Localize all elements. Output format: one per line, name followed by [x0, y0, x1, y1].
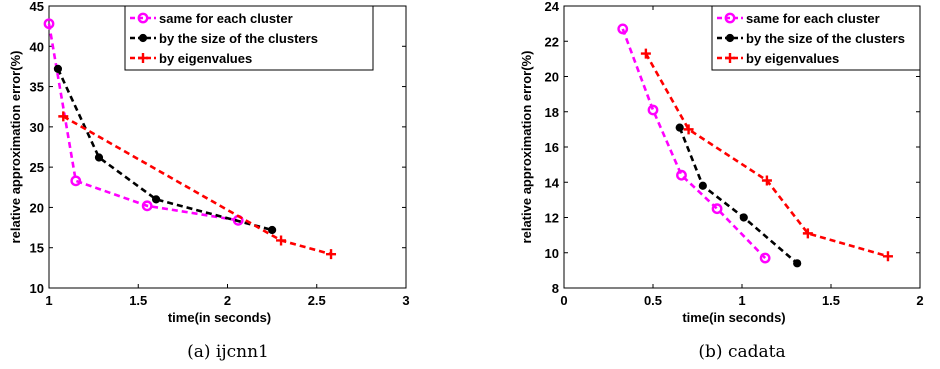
y-tick-label: 40: [30, 39, 44, 54]
series-0: [43, 18, 244, 226]
legend-item: by eigenvalues: [130, 51, 252, 66]
legend-box: [124, 5, 374, 71]
data-point: [761, 175, 772, 186]
y-tick-label: 10: [30, 281, 44, 296]
x-tick-label: 0.5: [644, 293, 662, 308]
y-tick-label: 20: [545, 70, 559, 85]
chart-panel-ijcnn1: 1 1.5 2 2.5 3 10 15 20 25 30 35 40 45 time(in seconds…: [8, 0, 410, 362]
y-tick-label: 20: [30, 200, 44, 215]
y-axis-label: relative approximation error(%): [8, 51, 23, 244]
series-1: [53, 64, 277, 235]
x-tick-label: 2: [916, 293, 923, 308]
data-point: [793, 259, 802, 268]
x-axis-label: time(in seconds): [682, 310, 785, 325]
data-point: [43, 18, 55, 30]
legend-label: by eigenvalues: [159, 51, 252, 66]
y-tick-label: 15: [30, 241, 44, 256]
y-tick-label: 30: [30, 120, 44, 135]
y-axis-label: relative approximation error(%): [519, 51, 534, 244]
series-line: [56, 68, 273, 232]
x-tick-label: 2.5: [308, 293, 326, 308]
legend-label: same for each cluster: [746, 11, 880, 26]
series-line: [47, 23, 239, 222]
legend-item: same for each cluster: [130, 11, 293, 26]
data-point: [675, 123, 684, 132]
data-point: [141, 200, 153, 212]
y-tick-label: 24: [545, 0, 560, 14]
data-point: [802, 228, 813, 239]
y-tick-label: 22: [545, 34, 559, 49]
data-point: [739, 213, 748, 222]
series-2: [58, 111, 337, 260]
x-tick-label: 1.5: [822, 293, 840, 308]
data-point: [698, 181, 707, 190]
data-point: [676, 169, 687, 181]
y-tick-label: 12: [545, 211, 559, 226]
x-tick-label: 2: [224, 293, 231, 308]
data-point: [70, 175, 82, 187]
series-2: [640, 48, 893, 262]
data-point: [94, 153, 104, 162]
legend-marker: [724, 12, 736, 24]
legend-label: by the size of the clusters: [159, 31, 318, 46]
data-point: [276, 235, 287, 246]
series-1: [675, 123, 802, 268]
legend-marker: [725, 33, 735, 43]
series-0: [617, 23, 771, 264]
figure-caption: (a) ijcnn1: [187, 342, 269, 362]
data-point: [683, 124, 694, 135]
legend-item: same for each cluster: [717, 11, 880, 26]
data-point: [882, 251, 893, 262]
x-tick-label: 1: [738, 293, 745, 308]
legend-item: by eigenvalues: [717, 51, 839, 66]
legend-marker: [138, 53, 148, 63]
legend-label: by eigenvalues: [746, 51, 839, 66]
y-tick-label: 14: [545, 175, 560, 190]
x-tick-label: 1: [45, 293, 52, 308]
legend: same for each cluster by the size of the …: [124, 5, 374, 71]
legend-marker: [725, 53, 735, 63]
figure-caption: (b) cadata: [698, 342, 785, 362]
legend-item: by the size of the clusters: [130, 31, 318, 46]
y-tick-label: 10: [545, 246, 559, 261]
data-point: [53, 64, 63, 73]
y-tick-label: 16: [545, 140, 559, 155]
y-tick-label: 8: [552, 281, 559, 296]
data-point: [759, 252, 771, 264]
data-point: [617, 23, 629, 35]
x-axis-label: time(in seconds): [168, 310, 271, 325]
legend-box: [711, 5, 921, 71]
legend-label: by the size of the clusters: [746, 31, 905, 46]
data-point: [326, 249, 337, 260]
x-tick-label: 0: [560, 293, 567, 308]
legend-marker: [137, 12, 149, 24]
data-point: [152, 195, 161, 204]
data-point: [268, 225, 277, 235]
series-line: [678, 127, 799, 265]
chart-panel-cadata: 0 0.5 1 1.5 2 8 10 12 14 16 18 20 22 24 time(in second…: [519, 0, 924, 362]
legend-marker: [138, 33, 148, 43]
data-point: [640, 48, 651, 59]
data-point: [58, 111, 69, 122]
data-point: [711, 203, 723, 215]
y-tick-label: 35: [30, 80, 44, 95]
y-tick-label: 45: [30, 0, 44, 14]
y-tick-label: 18: [545, 105, 559, 120]
y-tick-label: 25: [30, 160, 44, 175]
x-tick-label: 3: [402, 293, 409, 308]
legend-label: same for each cluster: [159, 11, 293, 26]
x-tick-label: 1.5: [129, 293, 147, 308]
data-point: [647, 104, 659, 116]
legend: same for each cluster by the size of the …: [711, 5, 921, 71]
legend-item: by the size of the clusters: [717, 31, 905, 46]
